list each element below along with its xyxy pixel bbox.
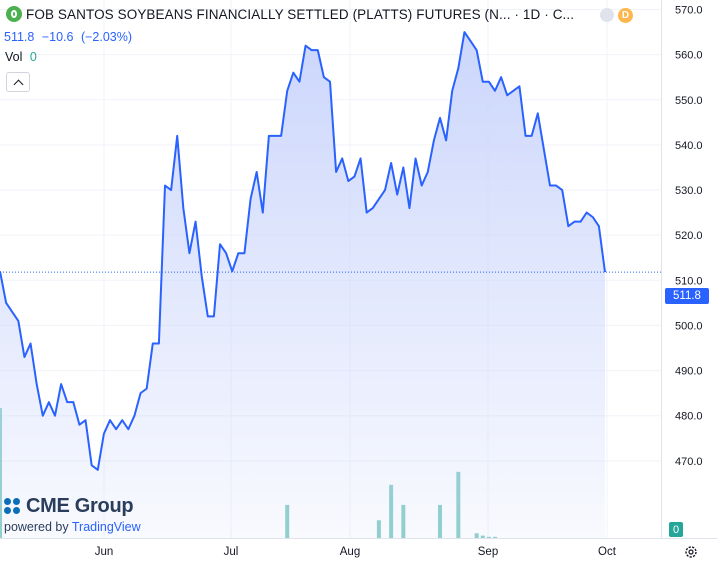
branding[interactable]: CME Group powered by TradingView bbox=[4, 495, 141, 534]
x-tick-label: Aug bbox=[340, 546, 360, 558]
chevron-up-icon bbox=[13, 79, 23, 89]
collapse-legend-button[interactable] bbox=[6, 72, 30, 92]
last-price-tag: 511.8 bbox=[665, 288, 709, 304]
x-tick-label: Sep bbox=[478, 546, 498, 558]
price-line bbox=[0, 31, 606, 471]
symbol-title[interactable]: FOB SANTOS SOYBEANS FINANCIALLY SETTLED … bbox=[26, 6, 511, 22]
price-change-row: 511.8 −10.6 (−2.03%) bbox=[4, 30, 136, 44]
symbol-logo-icon bbox=[6, 6, 22, 22]
x-tick-label: Oct bbox=[598, 546, 617, 558]
volume-tag: 0 bbox=[669, 522, 683, 537]
y-tick-label: 480.0 bbox=[675, 411, 703, 423]
y-tick-label: 520.0 bbox=[675, 230, 703, 242]
y-tick-label: 490.0 bbox=[675, 366, 703, 378]
y-tick-label: 530.0 bbox=[675, 185, 703, 197]
y-tick-label: 510.0 bbox=[675, 275, 703, 287]
y-tick-label: 540.0 bbox=[675, 140, 703, 152]
volume-label: Vol bbox=[5, 50, 23, 64]
powered-by: powered by TradingView bbox=[4, 520, 141, 534]
x-tick-label: Jun bbox=[95, 546, 114, 558]
price-area-fill bbox=[0, 32, 605, 539]
volume-legend[interactable]: Vol 0 bbox=[5, 50, 37, 64]
status-indicators: D bbox=[600, 8, 633, 23]
cme-logo-icon bbox=[4, 497, 22, 516]
settings-gear-icon[interactable] bbox=[684, 545, 698, 559]
exchange-label[interactable]: C... bbox=[552, 6, 575, 22]
y-tick-label: 550.0 bbox=[675, 95, 703, 107]
brand-name: CME Group bbox=[26, 495, 134, 517]
price-change: −10.6 bbox=[41, 30, 74, 44]
x-tick-label: Jul bbox=[224, 546, 239, 558]
y-tick-label: 560.0 bbox=[675, 50, 703, 62]
interval-label[interactable]: 1D bbox=[522, 6, 541, 22]
tradingview-link[interactable]: TradingView bbox=[71, 520, 141, 534]
separator: · bbox=[514, 6, 519, 22]
powered-prefix: powered by bbox=[4, 520, 69, 534]
y-tick-label: 470.0 bbox=[675, 456, 703, 468]
status-dot-icon bbox=[600, 8, 614, 22]
delayed-data-badge[interactable]: D bbox=[618, 8, 633, 23]
volume-value: 0 bbox=[29, 50, 37, 64]
separator: · bbox=[544, 6, 549, 22]
y-tick-label: 500.0 bbox=[675, 320, 703, 332]
y-tick-label: 570.0 bbox=[675, 5, 703, 17]
last-price: 511.8 bbox=[4, 30, 35, 44]
price-change-pct: (−2.03%) bbox=[80, 30, 133, 44]
chart-header: FOB SANTOS SOYBEANS FINANCIALLY SETTLED … bbox=[6, 6, 574, 22]
